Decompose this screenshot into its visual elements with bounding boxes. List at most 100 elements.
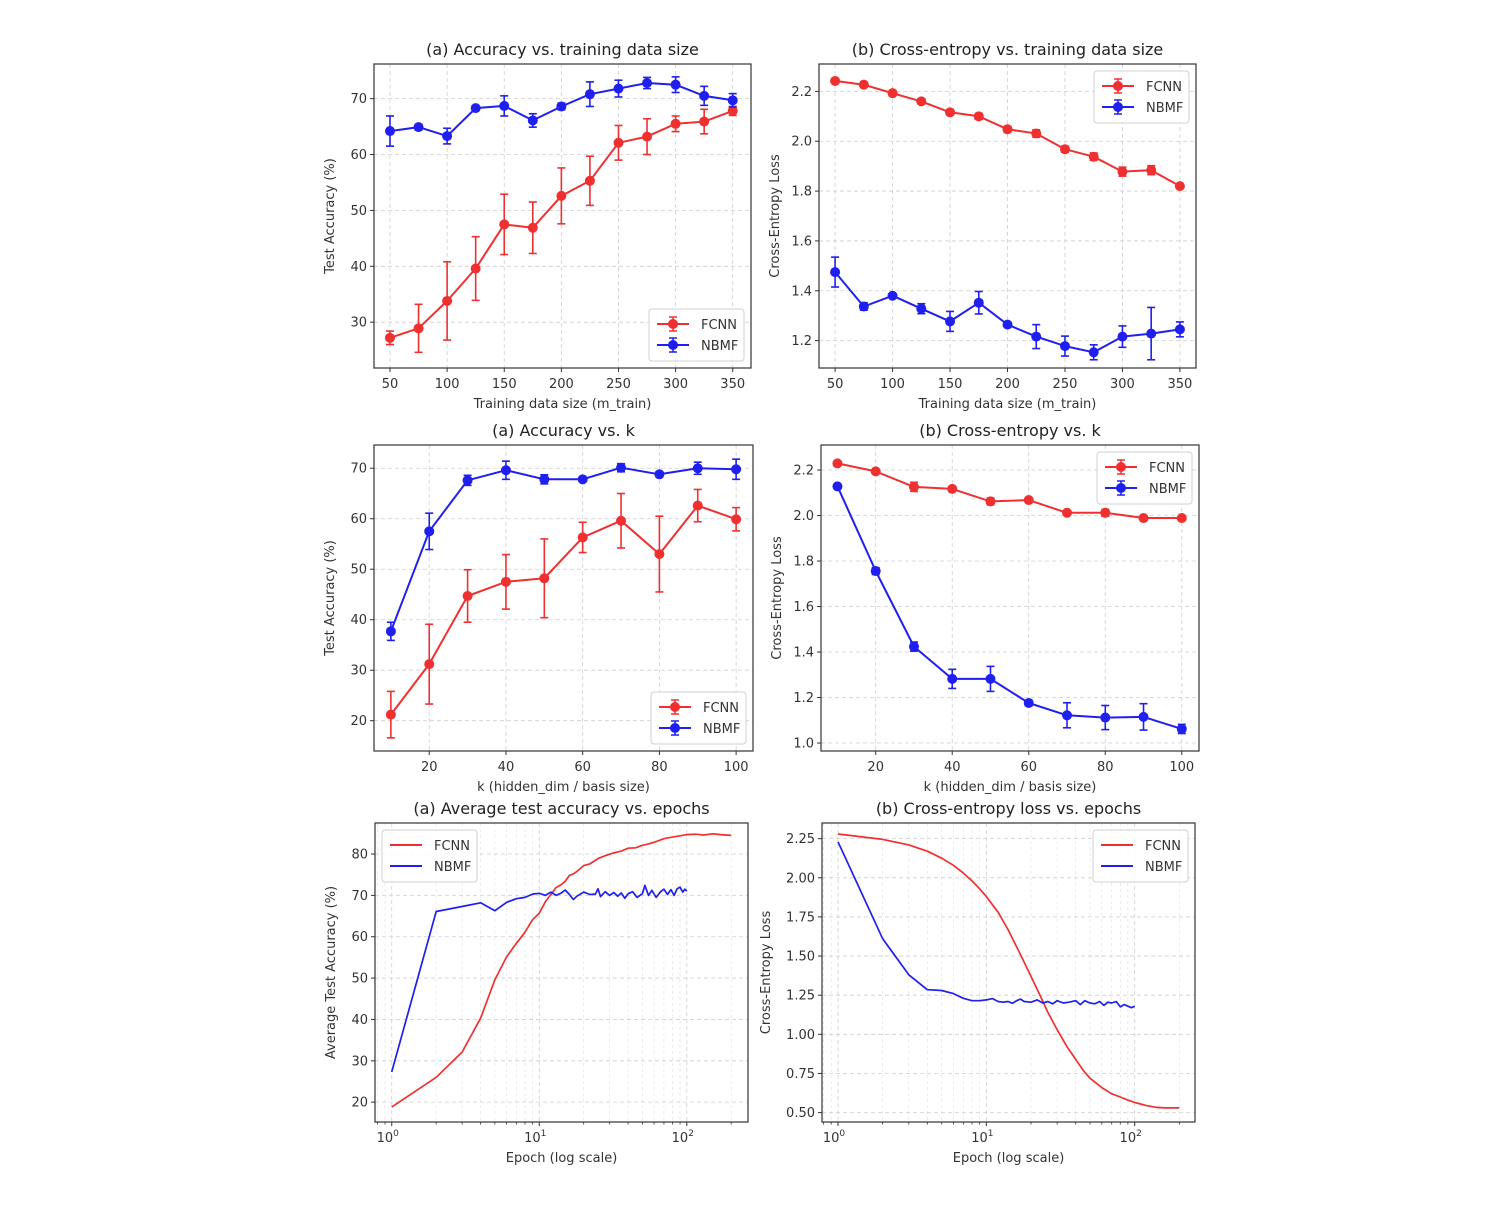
data-point xyxy=(692,500,703,511)
x-tick-label: 150 xyxy=(938,377,963,392)
data-point xyxy=(613,83,624,94)
data-point xyxy=(1100,507,1111,518)
data-point xyxy=(727,95,738,106)
legend-label: NBMF xyxy=(1145,860,1182,875)
data-point xyxy=(731,514,742,525)
y-tick-label: 1.6 xyxy=(793,600,814,615)
panel-accuracy-vs-k: 20 40 60 80 100 20 30 40 50 60 70 FCNN NBMF (a) Accur… xyxy=(323,421,754,795)
data-point xyxy=(1174,324,1185,335)
series-nbmf xyxy=(390,884,688,1073)
data-point xyxy=(1138,513,1149,524)
x-tick-label: 100 xyxy=(724,760,749,775)
y-axis-label: Cross-Entropy Loss xyxy=(770,536,785,660)
y-tick-label: 2.25 xyxy=(786,832,815,847)
x-tick-label: 40 xyxy=(944,760,961,775)
series-nbmf xyxy=(837,841,1136,1009)
data-point xyxy=(699,90,710,101)
data-point xyxy=(973,297,984,308)
gridlines: 50 100 150 200 250 300 350 30 40 50 60 70 xyxy=(350,64,751,392)
x-tick-exponent: 2 xyxy=(1136,1129,1142,1139)
data-point xyxy=(1023,697,1034,708)
data-point xyxy=(577,532,588,543)
chart-title: (a) Accuracy vs. training data size xyxy=(426,40,699,59)
legend-label: NBMF xyxy=(1149,482,1186,497)
y-tick-label: 1.8 xyxy=(791,185,812,200)
legend: FCNN NBMF xyxy=(381,829,478,883)
y-tick-label: 1.2 xyxy=(791,334,812,349)
data-point xyxy=(1031,331,1042,342)
data-point xyxy=(616,462,627,473)
data-point xyxy=(887,88,898,99)
data-point xyxy=(556,190,567,201)
y-tick-label: 80 xyxy=(351,848,368,863)
data-point xyxy=(1088,347,1099,358)
y-tick-label: 0.75 xyxy=(786,1067,815,1082)
chart-title: (b) Cross-entropy vs. k xyxy=(919,421,1101,440)
series-fcnn xyxy=(837,833,1180,1109)
legend-label: NBMF xyxy=(701,339,738,354)
data-point xyxy=(830,75,841,86)
data-point xyxy=(577,474,588,485)
data-point xyxy=(1100,712,1111,723)
series-line-fcnn xyxy=(837,833,1180,1109)
data-point xyxy=(584,175,595,186)
data-point xyxy=(1146,328,1157,339)
panel-cross-entropy-vs-mtrain: 50 100 150 200 250 300 350 1.2 1.4 1.6 1.8 2.0 2.2 FC… xyxy=(768,40,1197,412)
data-point xyxy=(642,78,653,88)
x-tick-base: 10 xyxy=(672,1131,689,1146)
series-fcnn xyxy=(830,75,1185,192)
panel-cross-entropy-vs-epochs: 100 101 1020.500.751.001.251.501.752.002.2… xyxy=(759,799,1196,1166)
x-tick-label: 102 xyxy=(1120,1129,1142,1146)
y-axis-label: Cross-Entropy Loss xyxy=(759,911,774,1035)
data-point xyxy=(613,137,624,148)
y-tick-label: 1.0 xyxy=(793,737,814,752)
y-axis-label: Cross-Entropy Loss xyxy=(768,154,783,278)
x-tick-label: 20 xyxy=(867,760,884,775)
data-point xyxy=(858,79,869,90)
x-axis-label: Epoch (log scale) xyxy=(506,1151,618,1166)
y-tick-label: 20 xyxy=(351,1096,368,1111)
data-point xyxy=(1002,319,1013,330)
series-nbmf xyxy=(832,481,1187,735)
series-nbmf xyxy=(830,256,1185,361)
x-tick-exponent: 0 xyxy=(393,1129,399,1139)
data-point xyxy=(384,126,395,137)
data-point xyxy=(442,131,453,142)
legend: FCNN NBMF xyxy=(1093,70,1190,124)
data-point xyxy=(731,464,742,475)
x-tick-label: 80 xyxy=(651,760,668,775)
y-tick-label: 50 xyxy=(351,972,368,987)
series-line-nbmf xyxy=(836,485,1183,730)
x-tick-label: 300 xyxy=(1110,377,1135,392)
data-point xyxy=(1031,128,1042,139)
data-point xyxy=(670,118,681,129)
data-point xyxy=(424,526,435,537)
plot-frame xyxy=(373,63,752,369)
legend-label: NBMF xyxy=(434,860,471,875)
x-tick-label: 102 xyxy=(672,1129,694,1146)
data-point xyxy=(654,549,665,560)
x-tick-label: 250 xyxy=(1053,377,1078,392)
legend: FCNN NBMF xyxy=(648,308,745,362)
y-tick-label: 2.2 xyxy=(793,464,814,479)
y-tick-label: 30 xyxy=(350,316,367,331)
x-axis-label: k (hidden_dim / basis size) xyxy=(924,780,1097,795)
data-point xyxy=(832,481,843,492)
x-tick-exponent: 1 xyxy=(541,1129,547,1139)
data-point xyxy=(539,573,550,584)
series-fcnn xyxy=(384,105,738,354)
y-tick-label: 70 xyxy=(351,889,368,904)
y-axis-label: Test Accuracy (%) xyxy=(323,158,338,275)
legend-label: FCNN xyxy=(1145,839,1181,854)
data-point xyxy=(1088,151,1099,162)
y-tick-label: 40 xyxy=(351,1013,368,1028)
series-line-nbmf xyxy=(390,884,688,1073)
data-point xyxy=(1023,495,1034,506)
y-tick-label: 30 xyxy=(350,664,367,679)
data-point xyxy=(1062,507,1073,518)
x-tick-exponent: 1 xyxy=(988,1129,994,1139)
data-point xyxy=(499,100,510,111)
data-point xyxy=(945,107,956,118)
series-fcnn xyxy=(385,488,742,739)
